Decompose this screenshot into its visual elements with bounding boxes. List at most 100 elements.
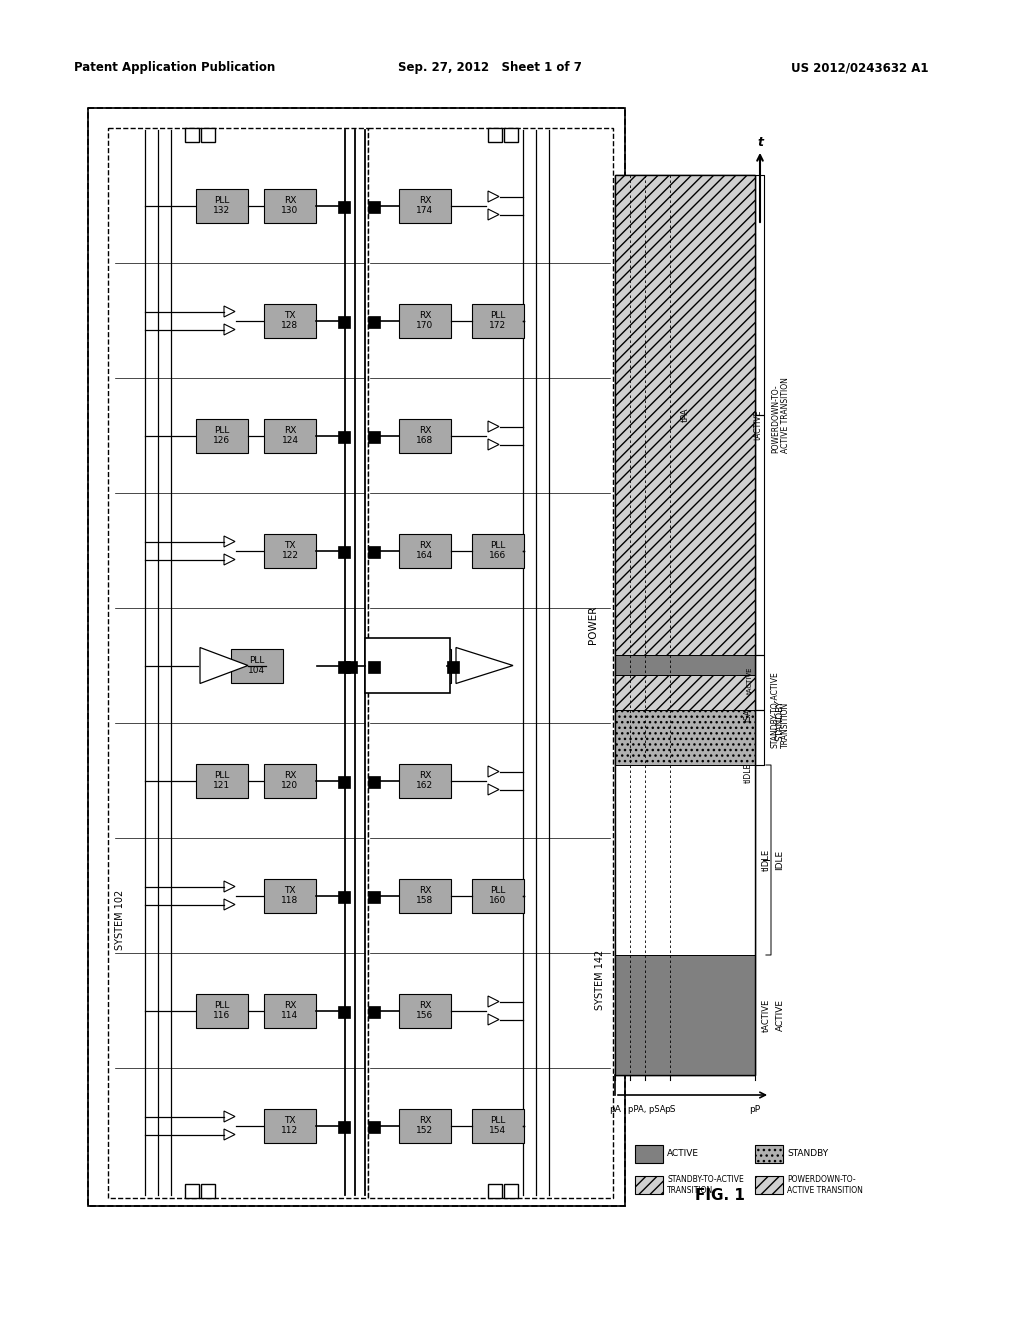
Text: t: t: [757, 136, 763, 149]
Text: TX
118: TX 118: [282, 886, 299, 906]
Bar: [504, 128, 518, 143]
Bar: [615, 176, 755, 1074]
Polygon shape: [224, 880, 234, 892]
Bar: [338, 201, 350, 213]
Bar: [185, 1184, 199, 1199]
Polygon shape: [488, 766, 499, 777]
Text: PLL
166: PLL 166: [489, 541, 507, 560]
Bar: [615, 954, 755, 1074]
Bar: [399, 1109, 451, 1143]
Polygon shape: [488, 191, 499, 202]
Text: PLL
172: PLL 172: [489, 310, 507, 330]
Text: TX
128: TX 128: [282, 310, 299, 330]
Bar: [338, 430, 350, 442]
Bar: [196, 189, 248, 223]
Bar: [264, 418, 316, 453]
Text: RX
130: RX 130: [282, 195, 299, 215]
Text: STANDBY-TO-ACTIVE
TRANSITION: STANDBY-TO-ACTIVE TRANSITION: [667, 1175, 743, 1195]
Bar: [368, 128, 613, 1199]
Text: TX
122: TX 122: [282, 541, 299, 560]
Bar: [196, 763, 248, 797]
Text: RX
164: RX 164: [417, 541, 433, 560]
Text: tACTIVE: tACTIVE: [762, 998, 770, 1032]
Bar: [615, 719, 755, 789]
Bar: [635, 1176, 663, 1195]
Bar: [615, 789, 755, 960]
Polygon shape: [224, 323, 234, 335]
Polygon shape: [200, 648, 248, 684]
Bar: [338, 1006, 350, 1018]
Bar: [201, 1184, 215, 1199]
Bar: [399, 994, 451, 1027]
Text: PLL
144: PLL 144: [417, 656, 433, 676]
Bar: [264, 533, 316, 568]
Bar: [368, 201, 380, 213]
Text: PLL
160: PLL 160: [489, 886, 507, 906]
Polygon shape: [224, 306, 234, 317]
Bar: [338, 660, 350, 672]
Bar: [504, 1184, 518, 1199]
Text: PLL
154: PLL 154: [489, 1115, 507, 1135]
Text: tACTIVE: tACTIVE: [746, 667, 753, 694]
Bar: [447, 660, 459, 672]
Bar: [399, 189, 451, 223]
Polygon shape: [224, 1129, 234, 1140]
Bar: [615, 176, 755, 660]
Bar: [399, 533, 451, 568]
Text: STANDBY: STANDBY: [775, 700, 784, 741]
Text: tPA: tPA: [681, 408, 689, 422]
Bar: [368, 891, 380, 903]
Text: RX
114: RX 114: [282, 1001, 299, 1020]
Polygon shape: [488, 1014, 499, 1026]
Text: PLL
126: PLL 126: [213, 426, 230, 445]
Text: POWERDOWN-TO-
ACTIVE TRANSITION: POWERDOWN-TO- ACTIVE TRANSITION: [771, 378, 791, 453]
Bar: [488, 128, 502, 143]
Text: STANDBY: STANDBY: [787, 1150, 828, 1159]
Bar: [338, 1121, 350, 1133]
Polygon shape: [224, 536, 234, 546]
Polygon shape: [488, 421, 499, 432]
Bar: [88, 108, 625, 1206]
Text: RX
124: RX 124: [282, 426, 299, 445]
Text: pPA, pSA: pPA, pSA: [629, 1106, 666, 1114]
Text: PLL
104: PLL 104: [249, 656, 265, 676]
Bar: [368, 315, 380, 327]
Text: POWERDOWN-TO-
ACTIVE TRANSITION: POWERDOWN-TO- ACTIVE TRANSITION: [787, 1175, 863, 1195]
Bar: [472, 879, 524, 912]
Text: PLL
116: PLL 116: [213, 1001, 230, 1020]
Bar: [472, 533, 524, 568]
Bar: [338, 776, 350, 788]
Polygon shape: [488, 440, 499, 450]
Text: SYSTEM 102: SYSTEM 102: [115, 890, 125, 950]
Polygon shape: [224, 1111, 234, 1122]
Bar: [615, 710, 755, 766]
Text: tSA: tSA: [744, 709, 753, 722]
Polygon shape: [456, 648, 513, 684]
Bar: [338, 891, 350, 903]
Bar: [338, 315, 350, 327]
Text: Sep. 27, 2012   Sheet 1 of 7: Sep. 27, 2012 Sheet 1 of 7: [398, 62, 582, 74]
Text: FIG. 1: FIG. 1: [695, 1188, 744, 1203]
Bar: [635, 1144, 663, 1163]
Bar: [615, 655, 755, 675]
Bar: [201, 128, 215, 143]
Bar: [196, 994, 248, 1027]
Bar: [108, 128, 368, 1199]
Bar: [615, 176, 755, 1074]
Bar: [472, 1109, 524, 1143]
Text: ACTIVE: ACTIVE: [775, 999, 784, 1031]
Text: STANDBY-TO-ACTIVE
TRANSITION: STANDBY-TO-ACTIVE TRANSITION: [771, 672, 791, 748]
Bar: [399, 304, 451, 338]
Text: tIDLE: tIDLE: [762, 849, 770, 871]
Bar: [338, 545, 350, 557]
Text: tIDLE: tIDLE: [744, 763, 753, 783]
Text: TX
112: TX 112: [282, 1115, 299, 1135]
Bar: [365, 638, 450, 693]
Polygon shape: [224, 899, 234, 909]
Text: RX
168: RX 168: [417, 426, 433, 445]
Bar: [264, 304, 316, 338]
Text: RX
174: RX 174: [417, 195, 433, 215]
Bar: [368, 776, 380, 788]
Text: PLL
121: PLL 121: [213, 771, 230, 791]
Bar: [368, 1121, 380, 1133]
